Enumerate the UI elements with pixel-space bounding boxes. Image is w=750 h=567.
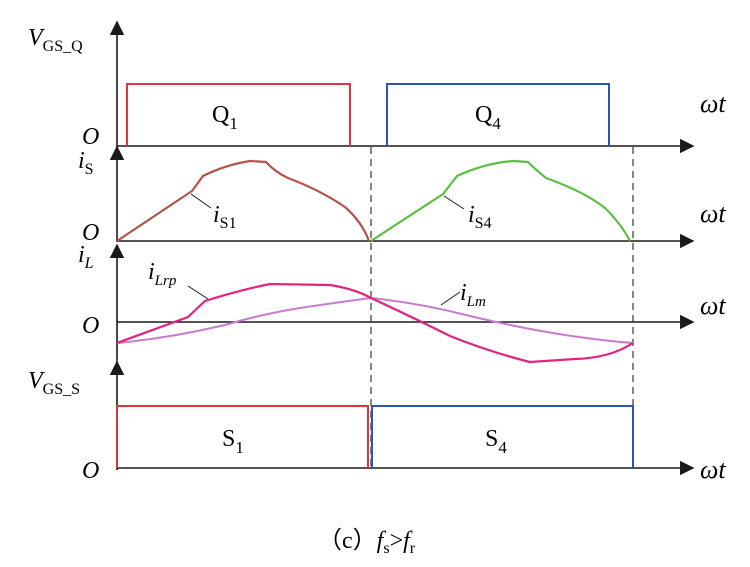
- ilm-waveform: [116, 296, 634, 344]
- il-omega-t-label: ωt: [700, 291, 726, 320]
- s1-gate-pulse: [116, 405, 369, 468]
- s4-label: S4: [485, 426, 507, 457]
- vgsq-origin-label: O: [82, 124, 99, 150]
- vgss-omega-t-label: ωt: [700, 455, 726, 484]
- vgss-axis-label: VGS_S: [28, 368, 80, 398]
- s4-gate-pulse: [371, 405, 634, 468]
- is4-leader: [443, 195, 465, 210]
- vgsq-omega-t-label: ωt: [700, 89, 726, 118]
- q1-gate-pulse: [126, 83, 351, 146]
- il-axis-label: iL: [78, 242, 94, 272]
- q1-label: Q1: [212, 102, 238, 133]
- ilrp-leader: [187, 285, 209, 300]
- is-origin-label: O: [82, 220, 99, 246]
- panel-vgsq: VGS_Q O Q1 Q4 ωt: [28, 20, 726, 154]
- q4-label: Q4: [475, 102, 501, 133]
- is4-waveform: [370, 159, 631, 242]
- is-axis-label: iS: [78, 148, 94, 178]
- panel-il: iL O iLrp iLm ωt: [78, 242, 726, 364]
- panel-is: iS O iS1 iS4 ωt: [78, 145, 726, 249]
- ilrp-waveform: [116, 282, 634, 364]
- s1-label: S1: [222, 426, 244, 457]
- is1-label: iS1: [213, 202, 237, 232]
- is1-waveform: [116, 159, 371, 242]
- is1-leader: [190, 193, 212, 209]
- is-omega-t-label: ωt: [700, 199, 726, 228]
- ilm-label: iLm: [460, 280, 486, 310]
- vgsq-axis-label: VGS_Q: [28, 25, 83, 55]
- ilm-leader: [440, 291, 461, 306]
- vgss-origin-label: O: [82, 458, 99, 484]
- q4-gate-pulse: [386, 83, 610, 146]
- is4-label: iS4: [468, 202, 492, 232]
- figure-caption: （c）fs>fr: [318, 528, 416, 557]
- il-origin-label: O: [82, 313, 99, 339]
- panel-vgss: VGS_S O S1 S4 ωt: [28, 360, 726, 484]
- ilrp-label: iLrp: [148, 259, 177, 289]
